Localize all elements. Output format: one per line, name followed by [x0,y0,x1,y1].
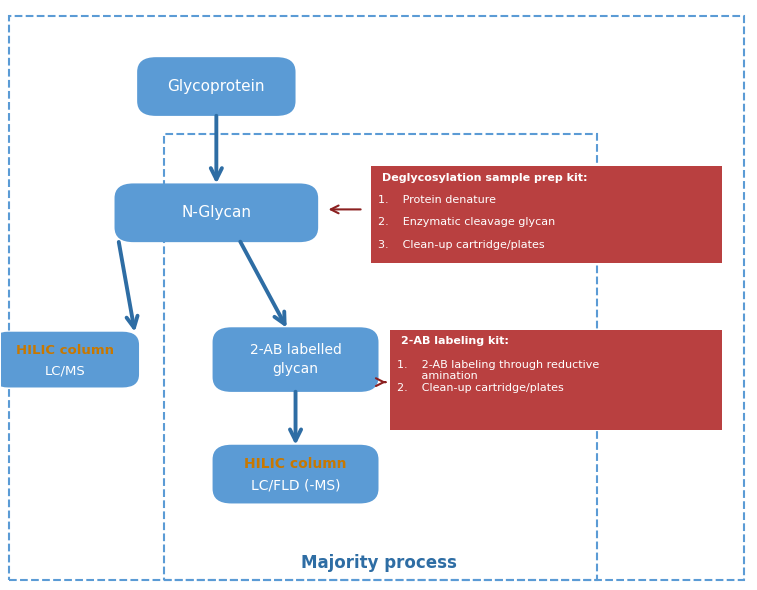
FancyBboxPatch shape [114,183,318,242]
Text: HILIC column: HILIC column [245,457,347,471]
Text: Glycoprotein: Glycoprotein [167,79,265,94]
FancyBboxPatch shape [0,332,139,388]
Text: LC/MS: LC/MS [45,365,86,378]
Text: 3.    Clean-up cartridge/plates: 3. Clean-up cartridge/plates [378,240,545,250]
Text: 1.    2-AB labeling through reductive
       amination: 1. 2-AB labeling through reductive amina… [397,359,600,381]
Text: 1.    Protein denature: 1. Protein denature [378,195,497,205]
Text: HILIC column: HILIC column [17,344,114,357]
Bar [390,330,721,430]
FancyBboxPatch shape [213,445,378,503]
FancyBboxPatch shape [213,327,378,392]
Text: LC/FLD (-MS): LC/FLD (-MS) [251,479,341,493]
Text: Deglycosylation sample prep kit:: Deglycosylation sample prep kit: [382,173,587,183]
Text: N-Glycan: N-Glycan [182,205,251,220]
Bar [371,166,721,263]
Text: 2.    Enzymatic cleavage glycan: 2. Enzymatic cleavage glycan [378,218,556,228]
Text: 2-AB labelled
glycan: 2-AB labelled glycan [250,343,341,376]
Text: 2-AB labeling kit:: 2-AB labeling kit: [401,336,509,346]
Text: Majority process: Majority process [301,554,456,572]
FancyBboxPatch shape [137,57,295,116]
Text: 2.    Clean-up cartridge/plates: 2. Clean-up cartridge/plates [397,383,564,393]
